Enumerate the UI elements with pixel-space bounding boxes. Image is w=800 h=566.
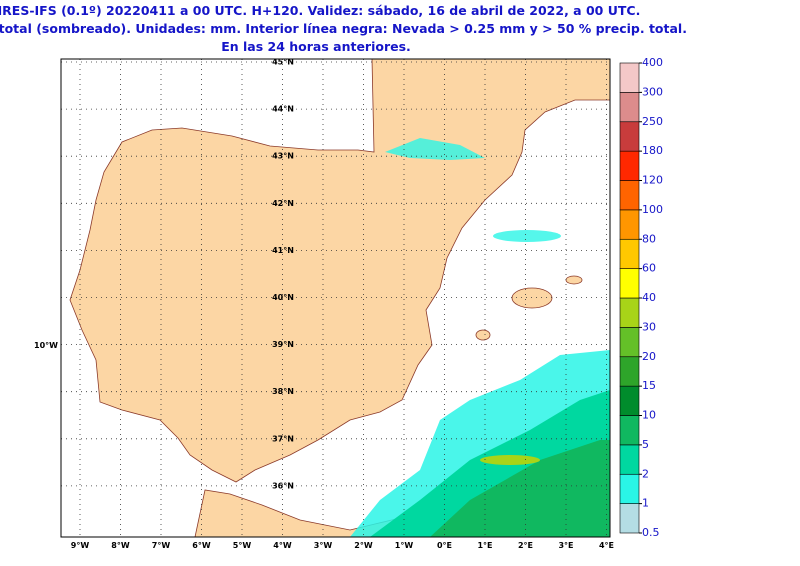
colorbar-label: 180 — [642, 144, 663, 157]
precip-south-heavy — [430, 440, 610, 537]
lat-label: 39°N — [272, 340, 294, 349]
colorbar-label: 300 — [642, 85, 663, 98]
lat-label: 38°N — [272, 387, 294, 396]
colorbar-label: 0.5 — [642, 526, 660, 539]
colorbar-label: 60 — [642, 262, 656, 275]
colorbar-label: 2 — [642, 467, 649, 480]
colorbar-box — [619, 356, 640, 387]
lat-label: 36°N — [272, 481, 294, 490]
colorbar-box — [619, 209, 640, 240]
lat-label: 43°N — [272, 152, 294, 161]
colorbar-box — [619, 180, 640, 211]
lon-label: 0°E — [437, 541, 452, 550]
land-europe — [69, 59, 610, 483]
colorbar-box — [619, 415, 640, 446]
colorbar-label: 1 — [642, 497, 649, 510]
colorbar-box — [619, 327, 640, 358]
lon-label: 8°W — [111, 541, 130, 550]
colorbar-label: 30 — [642, 320, 656, 333]
map-area: 45°N 44°N 43°N 42°N 41°N 40°N 39°N 38°N 37°N 36°N — [61, 58, 610, 537]
header-line: En las 24 horas anteriores. — [221, 39, 411, 54]
island-mallorca — [511, 287, 553, 309]
colorbar-label: 250 — [642, 115, 663, 128]
colorbar-box — [619, 238, 640, 269]
lon-label: 3°E — [558, 541, 573, 550]
lat-label: 41°N — [272, 246, 294, 255]
colorbar: 0.5 1 2 5 10 15 20 30 40 60 80 100 120 180 250 300 400 — [619, 56, 663, 539]
lat-label: 42°N — [272, 199, 294, 208]
colorbar-box — [619, 92, 640, 123]
header-line: HRES-IFS (0.1º) 20220411 a 00 UTC. H+120… — [0, 3, 640, 18]
map-frame — [60, 58, 611, 538]
lon-label: 9°W — [71, 541, 90, 550]
lat-label: 45°N — [272, 58, 294, 67]
lon-label: 3°W — [314, 541, 333, 550]
colorbar-label: 5 — [642, 438, 649, 451]
lat-label: 37°N — [272, 434, 294, 443]
colorbar-box — [619, 444, 640, 475]
colorbar-box — [619, 268, 640, 299]
lat-labels: 45°N 44°N 43°N 42°N 41°N 40°N 39°N 38°N 37°N 36°N — [272, 58, 294, 490]
colorbar-label: 80 — [642, 232, 656, 245]
precip-max — [480, 455, 540, 465]
colorbar-label: 40 — [642, 291, 656, 304]
colorbar-label: 100 — [642, 203, 663, 216]
colorbar-box — [619, 62, 640, 93]
lon-label: 1°E — [477, 541, 492, 550]
side-label: 10°W — [34, 341, 58, 350]
colorbar-label: 20 — [642, 350, 656, 363]
lon-label: 6°W — [192, 541, 211, 550]
colorbar-box — [619, 150, 640, 181]
lon-label: 4°E — [599, 541, 614, 550]
lat-label: 44°N — [272, 105, 294, 114]
lat-label: 40°N — [272, 293, 294, 302]
precip-east — [493, 230, 561, 242]
lon-label: 2°W — [354, 541, 373, 550]
island-menorca — [565, 275, 583, 285]
lon-label: 5°W — [233, 541, 252, 550]
colorbar-box — [619, 503, 640, 534]
colorbar-label: 10 — [642, 409, 656, 422]
colorbar-box — [619, 385, 640, 416]
header: HRES-IFS (0.1º) 20220411 a 00 UTC. H+120… — [0, 3, 687, 54]
header-line: Precip. total (sombreado). Unidades: mm.… — [0, 21, 687, 36]
colorbar-box — [619, 473, 640, 504]
colorbar-label: 15 — [642, 379, 656, 392]
lon-label: 1°W — [395, 541, 414, 550]
colorbar-label: 120 — [642, 174, 663, 187]
precip-north — [385, 138, 485, 160]
colorbar-box — [619, 297, 640, 328]
lon-label: 2°E — [518, 541, 533, 550]
island-ibiza — [475, 329, 491, 341]
colorbar-label: 400 — [642, 56, 663, 69]
lon-label: 7°W — [152, 541, 171, 550]
lon-labels: 9°W 8°W 7°W 6°W 5°W 4°W 3°W 2°W 1°W 0°E 1°E 2°E 3°E 4… — [71, 541, 614, 550]
lon-label: 4°W — [273, 541, 292, 550]
colorbar-box — [619, 121, 640, 152]
